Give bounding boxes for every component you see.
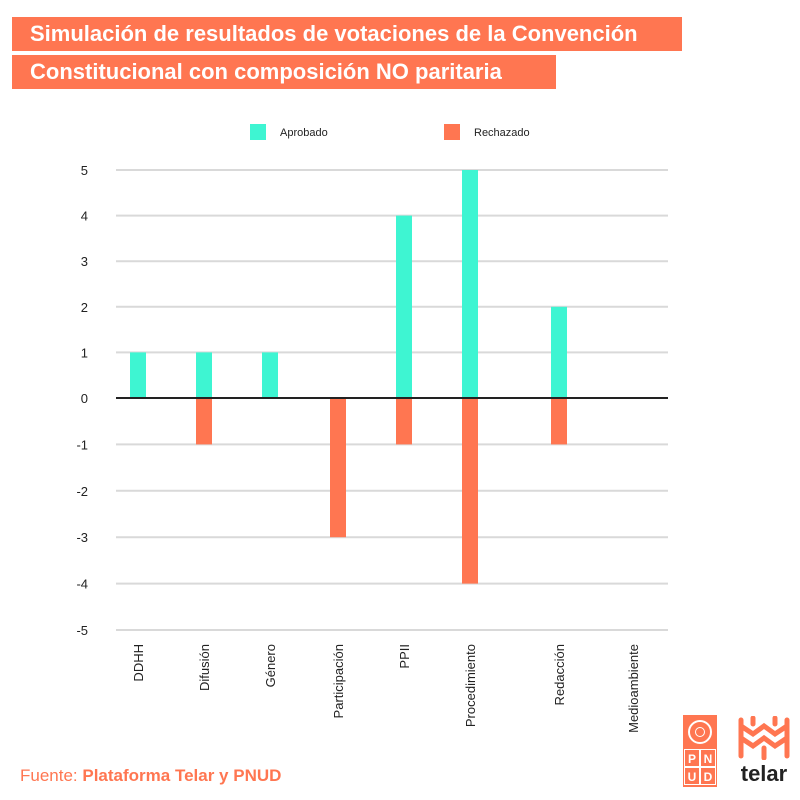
x-axis-labels: DDHH Difusión Género Participación PPII Proce… [131,644,641,733]
un-emblem-icon [688,720,712,744]
bar-aprobado [551,306,567,398]
y-tick-label: -1 [76,437,88,452]
x-category-label: Medioambiente [626,644,641,733]
bar-rechazado [196,398,212,445]
bar-rechazado [462,398,478,584]
y-tick-label: 2 [81,300,88,315]
telar-wordmark: telar [740,761,788,786]
source-note: Fuente: Plataforma Telar y PNUD [20,766,281,786]
y-tick-label: 0 [81,391,88,406]
bar-rechazado [330,398,346,538]
legend-swatch [250,124,266,140]
bar-aprobado [262,352,278,398]
x-category-label: Género [263,644,278,687]
pnud-letter-u: U [684,767,700,785]
x-category-label: Difusión [197,644,212,691]
y-tick-label: -4 [76,577,88,592]
bar-aprobado [462,170,478,398]
bar-rechazado [551,398,567,445]
source-name: Plataforma Telar y PNUD [82,766,282,785]
x-category-label: PPII [397,644,412,669]
bars [130,170,567,584]
y-tick-label: 3 [81,254,88,269]
pnud-letter-n: N [700,749,716,767]
pnud-letter-d: D [700,767,716,785]
legend-label: Aprobado [280,127,328,139]
y-tick-label: 1 [81,345,88,360]
legend-label: Rechazado [474,127,530,139]
x-category-label: DDHH [131,644,146,682]
bar-rechazado [396,398,412,445]
y-tick-label: 4 [81,209,88,224]
bar-aprobado [396,215,412,398]
bar-aprobado [196,352,212,398]
pnud-logo: P N U D [683,715,717,787]
y-axis-ticks: 5 4 3 2 1 0 -1 -2 -3 -4 -5 [76,163,88,638]
chart-title-line-1: Simulación de resultados de votaciones d… [12,17,682,51]
legend: Aprobado Rechazado [250,124,530,140]
pnud-letter-p: P [684,749,700,767]
gridlines [116,169,668,631]
x-category-label: Participación [331,644,346,718]
x-category-label: Procedimiento [463,644,478,727]
y-tick-label: -3 [76,530,88,545]
chart-title-line-2: Constitucional con composición NO parita… [12,55,556,89]
y-tick-label: -5 [76,623,88,638]
telar-weave-icon [738,715,790,761]
x-category-label: Redacción [552,644,567,705]
bar-aprobado [130,352,146,398]
y-tick-label: 5 [81,163,88,178]
bar-chart: 5 4 3 2 1 0 -1 -2 -3 -4 -5 DDHH Difusión Género Parti… [76,124,668,733]
legend-swatch [444,124,460,140]
source-prefix: Fuente: [20,766,83,785]
y-tick-label: -2 [76,484,88,499]
telar-logo: telar [735,715,793,788]
